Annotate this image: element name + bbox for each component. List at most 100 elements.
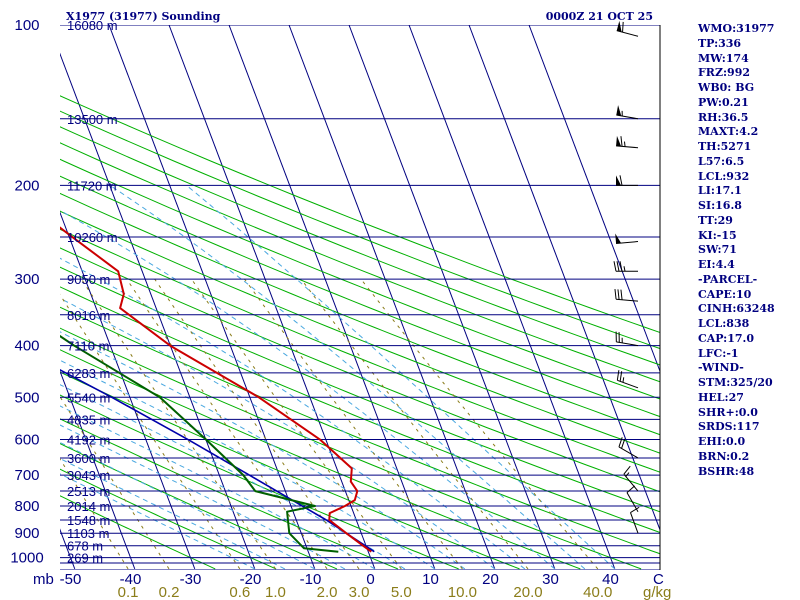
wind-barb bbox=[616, 135, 639, 149]
dry-adiabat-line bbox=[60, 468, 277, 570]
height-tick-label: 3043 m bbox=[67, 468, 110, 483]
mixing-ratio-tick-label: 20.0 bbox=[513, 584, 542, 600]
moist-adiabat-line bbox=[60, 297, 496, 570]
pressure-tick-label: 400 bbox=[14, 338, 39, 355]
mixing-ratio-line bbox=[60, 293, 241, 570]
height-tick-label: 3600 m bbox=[67, 451, 110, 466]
mixing-ratio-tick-label: 2.0 bbox=[317, 584, 338, 600]
isotherm-line bbox=[60, 52, 256, 570]
isotherm-line bbox=[468, 25, 660, 532]
dry-adiabat-line bbox=[60, 443, 338, 570]
dry-adiabat-line bbox=[60, 192, 660, 436]
stability-index-item: LCL:838 bbox=[698, 317, 750, 330]
pressure-tick-label: 700 bbox=[14, 467, 39, 484]
pressure-unit-label: mb bbox=[33, 571, 54, 588]
mixing-ratio-line bbox=[60, 458, 129, 570]
stability-index-item: CAPE:10 bbox=[698, 287, 752, 301]
background-grid bbox=[60, 25, 660, 570]
height-tick-label: 4192 m bbox=[67, 432, 110, 447]
pressure-tick-label: 100 bbox=[14, 17, 39, 34]
temperature-axis-labels: -50 -40 -30 -20 -10 0 10 20 30 40 bbox=[60, 571, 619, 588]
stability-index-item: BSHR:48 bbox=[698, 464, 755, 478]
temperature-trace bbox=[60, 226, 372, 553]
height-tick-label: 5540 m bbox=[67, 390, 110, 405]
mixing-ratio-tick-label: 0.6 bbox=[229, 584, 250, 600]
pressure-tick-label: 500 bbox=[14, 389, 39, 406]
stability-index-item: WMO:31977 bbox=[698, 22, 775, 35]
height-tick-label: 4835 m bbox=[67, 412, 110, 427]
height-tick-label: 6283 m bbox=[67, 366, 110, 381]
isotherm-line bbox=[348, 25, 556, 570]
temperature-tick-label: -10 bbox=[300, 571, 322, 588]
stability-index-item: WB0: BG bbox=[698, 81, 755, 94]
stability-index-item: EHI:0.0 bbox=[698, 435, 746, 448]
dry-adiabat-line bbox=[60, 371, 520, 570]
height-tick-label: 2014 m bbox=[67, 499, 110, 514]
wind-barbs bbox=[613, 20, 640, 534]
stability-index-item: STM:325/20 bbox=[698, 376, 773, 389]
stability-index-item: CINH:63248 bbox=[698, 302, 775, 316]
chart-date: 0000Z 21 OCT 25 bbox=[546, 10, 653, 23]
stability-index-item: KI:-15 bbox=[698, 228, 737, 242]
wind-barb bbox=[614, 289, 639, 302]
stability-index-item: SW:71 bbox=[698, 243, 737, 257]
dry-adiabat-line bbox=[60, 228, 660, 473]
dry-adiabat-line bbox=[60, 306, 660, 555]
mixing-ratio-line bbox=[300, 278, 529, 570]
stability-index-item: RH:36.5 bbox=[698, 110, 749, 124]
moist-adiabat-line bbox=[60, 209, 556, 570]
stability-index-item: EI:4.4 bbox=[698, 258, 735, 271]
isotherm-line bbox=[528, 25, 660, 373]
stability-index-item: MAXT:4.2 bbox=[698, 125, 759, 139]
mixing-ratio-tick-label: 40.0 bbox=[583, 584, 612, 600]
mixing-ratio-tick-label: 5.0 bbox=[391, 584, 412, 600]
pressure-tick-label: 300 bbox=[14, 271, 39, 288]
dry-adiabat-line bbox=[60, 210, 660, 454]
pressure-tick-label: 1000 bbox=[10, 550, 43, 567]
pressure-tick-label: 600 bbox=[14, 431, 39, 448]
height-labels: 16080 m 13500 m 11720 m 10260 m 9050 m 8016 m… bbox=[67, 18, 118, 566]
mixing-ratio-line bbox=[60, 395, 170, 570]
dry-adiabat-line bbox=[60, 95, 660, 334]
dry-adiabat-line bbox=[60, 394, 459, 570]
wind-barb bbox=[613, 261, 638, 272]
height-tick-label: 8016 m bbox=[67, 308, 110, 323]
moist-adiabat-line bbox=[60, 359, 436, 570]
pressure-labels: 100 200 300 400 500 600 700 800 900 1000 bbox=[10, 17, 43, 567]
moist-adiabat-line bbox=[60, 257, 526, 570]
height-tick-label: 1548 m bbox=[67, 513, 110, 528]
isotherm-line bbox=[408, 25, 616, 570]
dry-adiabat-line bbox=[60, 266, 660, 513]
dry-adiabat-line bbox=[60, 158, 660, 400]
chart-title: X1977 (31977) Sounding bbox=[66, 10, 221, 23]
dry-adiabat-line bbox=[60, 349, 581, 570]
wind-barb bbox=[616, 175, 638, 186]
moist-adiabat-line bbox=[109, 184, 586, 570]
isotherm-line bbox=[168, 25, 376, 570]
stability-index-item: TH:5271 bbox=[698, 140, 752, 153]
moist-adiabat-line bbox=[186, 184, 616, 570]
dry-adiabat-line bbox=[60, 247, 660, 493]
temperature-tick-label: 40 bbox=[602, 571, 619, 588]
mixing-ratio-line bbox=[244, 278, 463, 570]
mixing-ratio-line bbox=[154, 278, 360, 570]
dry-adiabat-line bbox=[60, 126, 660, 366]
mixing-ratio-tick-label: 10.0 bbox=[448, 584, 477, 600]
height-tick-label: 11720 m bbox=[67, 178, 117, 193]
dry-adiabat-line bbox=[60, 327, 642, 570]
temperature-tick-label: 20 bbox=[482, 571, 499, 588]
height-tick-label: 1103 m bbox=[67, 526, 109, 541]
height-tick-label: 13500 m bbox=[67, 112, 118, 127]
dry-adiabat-line bbox=[60, 142, 660, 383]
stability-index-item: -PARCEL- bbox=[698, 272, 758, 286]
mixing-ratio-tick-label: 1.0 bbox=[265, 584, 286, 600]
wind-barb bbox=[616, 105, 639, 120]
wind-barb bbox=[616, 20, 639, 37]
isotherm-line bbox=[60, 211, 196, 570]
dewpoint-trace bbox=[60, 334, 339, 553]
stability-index-item: LFC:-1 bbox=[698, 346, 739, 360]
stability-index-item: FRZ:992 bbox=[698, 66, 751, 80]
height-tick-label: 269 m bbox=[67, 551, 103, 566]
wind-barb bbox=[618, 437, 639, 459]
mixing-ratio-labels: 0.1 0.2 0.6 1.0 2.0 3.0 5.0 10.0 20.0 40.0 bbox=[118, 584, 613, 600]
